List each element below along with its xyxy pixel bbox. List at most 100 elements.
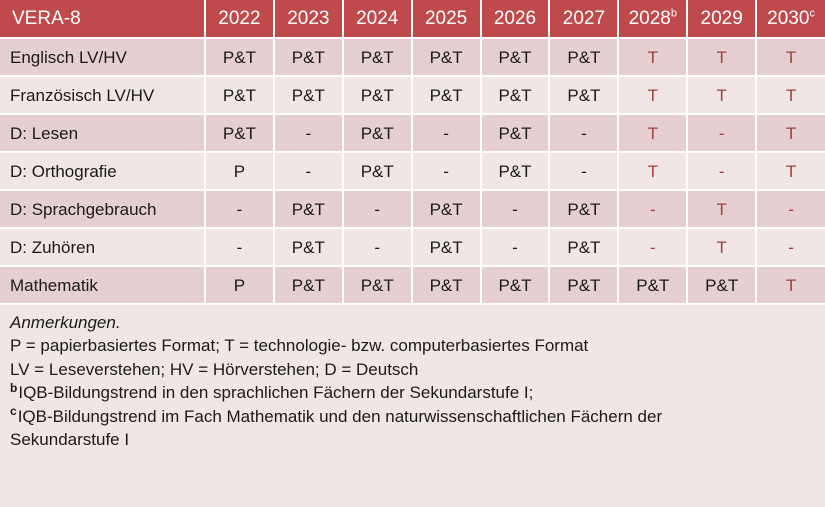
cell-2024: - — [341, 228, 412, 267]
cell-2028: T — [617, 76, 688, 115]
column-header-footnote-marker: c — [809, 7, 815, 20]
cell-2027: P&T — [548, 38, 619, 77]
cell-2027: P&T — [548, 266, 619, 305]
cell-2024: P&T — [341, 114, 412, 153]
vera8-schedule-table: VERA-8 2022 2023 2024 2025 2026 2027 2028b 2029… — [0, 0, 825, 305]
row-label: Französisch LV/HV — [0, 76, 205, 115]
cell-2030: T — [755, 38, 825, 77]
row-label: D: Zuhören — [0, 228, 205, 267]
row-label: Englisch LV/HV — [0, 38, 205, 77]
cell-2027: P&T — [548, 190, 619, 229]
cell-2026: P&T — [479, 38, 550, 77]
cell-2022: - — [204, 190, 274, 229]
row-label: D: Sprachgebrauch — [0, 190, 205, 229]
cell-2030: - — [755, 228, 825, 267]
column-header-year: 2028 — [628, 8, 671, 29]
column-header-year: 2025 — [424, 8, 468, 29]
column-header-year: 2022 — [218, 8, 261, 29]
cell-2024: P&T — [341, 76, 412, 115]
footnote-marker-b: b — [10, 380, 18, 395]
cell-2025: P&T — [410, 228, 481, 267]
cell-2025: - — [410, 114, 481, 153]
cell-2030: - — [755, 190, 825, 229]
cell-2022: - — [204, 228, 274, 267]
cell-2028: T — [617, 38, 688, 77]
column-header-2028: 2028b — [617, 0, 688, 39]
cell-2023: P&T — [272, 266, 343, 305]
cell-2028: P&T — [617, 266, 688, 305]
table-body: Englisch LV/HV P&T P&T P&T P&T P&T P&T T T T Franz… — [0, 38, 825, 305]
cell-2025: - — [410, 152, 481, 191]
cell-2030: T — [755, 76, 825, 115]
column-header-2027: 2027 — [548, 0, 619, 39]
cell-2023: - — [272, 114, 343, 153]
cell-2024: P&T — [341, 38, 412, 77]
table-row: D: Sprachgebrauch - P&T - P&T - P&T - T - — [0, 190, 825, 229]
column-header-year: 2029 — [700, 8, 743, 29]
cell-2022: P&T — [204, 38, 274, 77]
column-header-footnote-marker: b — [670, 7, 677, 20]
cell-2026: P&T — [479, 76, 550, 115]
column-header-2025: 2025 — [410, 0, 481, 39]
cell-2029: T — [686, 38, 757, 77]
cell-2025: P&T — [410, 266, 481, 305]
row-label: D: Lesen — [0, 114, 205, 153]
notes-line-abbreviations: LV = Leseverstehen; HV = Hörverstehen; D… — [10, 359, 419, 379]
cell-2025: P&T — [410, 38, 481, 77]
column-header-2022: 2022 — [204, 0, 274, 39]
cell-2025: P&T — [410, 190, 481, 229]
cell-2029: T — [686, 76, 757, 115]
column-header-2024: 2024 — [341, 0, 412, 39]
cell-2022: P&T — [204, 76, 274, 115]
table-row: D: Zuhören - P&T - P&T - P&T - T - — [0, 228, 825, 267]
footnote-text-b: IQB-Bildungstrend in den sprachlichen Fä… — [18, 383, 534, 403]
column-header-2026: 2026 — [479, 0, 550, 39]
column-header-year: 2026 — [493, 8, 537, 29]
footnote-text-c: IQB-Bildungstrend im Fach Mathematik und… — [10, 406, 663, 450]
column-header-year: 2030 — [767, 8, 810, 29]
column-header-year: 2027 — [562, 8, 606, 29]
column-header-2030: 2030c — [755, 0, 825, 39]
cell-2023: P&T — [272, 76, 343, 115]
cell-2023: P&T — [272, 38, 343, 77]
row-label: D: Orthografie — [0, 152, 205, 191]
table-header-row: VERA-8 2022 2023 2024 2025 2026 2027 2028b 2029… — [0, 0, 825, 39]
notes-title: Anmerkungen. — [10, 313, 121, 332]
cell-2026: - — [479, 228, 550, 267]
cell-2030: T — [755, 152, 825, 191]
cell-2026: - — [479, 190, 550, 229]
column-header-year: 2023 — [287, 8, 330, 29]
cell-2023: P&T — [272, 190, 343, 229]
table-row: D: Orthografie P - P&T - P&T - T - T — [0, 152, 825, 191]
notes-footnote-b: bIQB-Bildungstrend in den sprachlichen F… — [10, 381, 825, 404]
cell-2026: P&T — [479, 266, 550, 305]
cell-2029: - — [686, 114, 757, 153]
cell-2030: T — [755, 114, 825, 153]
table-row: D: Lesen P&T - P&T - P&T - T - T — [0, 114, 825, 153]
cell-2025: P&T — [410, 76, 481, 115]
table-notes: Anmerkungen. P = papierbasiertes Format;… — [0, 305, 825, 462]
cell-2030: T — [755, 266, 825, 305]
cell-2022: P — [204, 266, 274, 305]
cell-2029: T — [686, 228, 757, 267]
notes-line-formats: P = papierbasiertes Format; T = technolo… — [10, 336, 589, 356]
table-row: Englisch LV/HV P&T P&T P&T P&T P&T P&T T T T — [0, 38, 825, 77]
cell-2028: - — [617, 190, 688, 229]
column-header-2023: 2023 — [272, 0, 343, 39]
cell-2027: - — [548, 114, 619, 153]
cell-2024: P&T — [341, 266, 412, 305]
cell-2026: P&T — [479, 152, 550, 191]
cell-2022: P&T — [204, 114, 274, 153]
table-row: Französisch LV/HV P&T P&T P&T P&T P&T P&T T T T — [0, 76, 825, 115]
cell-2029: - — [686, 152, 757, 191]
row-label: Mathematik — [0, 266, 205, 305]
cell-2023: P&T — [272, 228, 343, 267]
cell-2023: - — [272, 152, 343, 191]
cell-2029: P&T — [686, 266, 757, 305]
notes-footnote-c: cIQB-Bildungstrend im Fach Mathematik un… — [10, 405, 825, 452]
cell-2026: P&T — [479, 114, 550, 153]
cell-2024: P&T — [341, 152, 412, 191]
cell-2022: P — [204, 152, 274, 191]
cell-2027: P&T — [548, 76, 619, 115]
cell-2027: - — [548, 152, 619, 191]
